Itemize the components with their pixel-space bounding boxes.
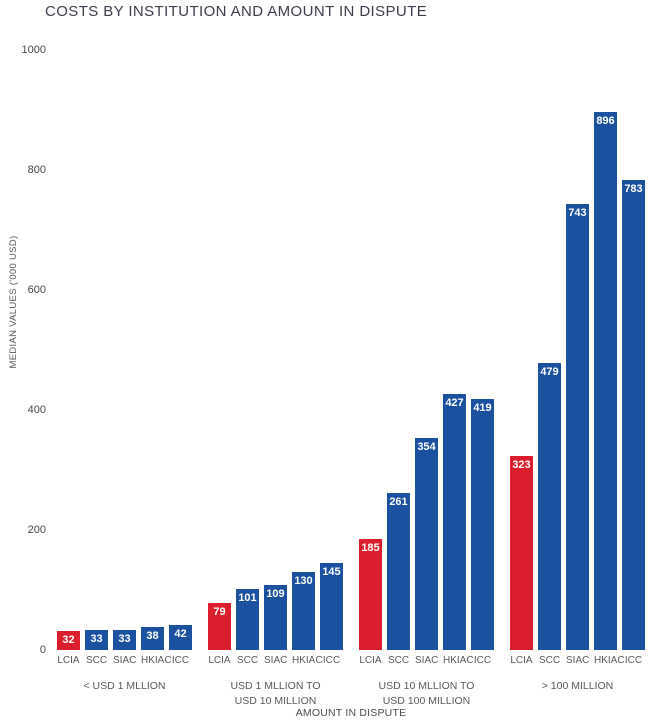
bar-value-label: 743: [568, 207, 587, 220]
bar-siac-group3: 354: [415, 437, 438, 650]
bars-row: 185 261 354 427 419: [359, 50, 494, 650]
bar-scc-group4: 479: [538, 362, 561, 650]
institution-labels-row: LCIA SCC SIAC HKIAC ICC: [359, 655, 494, 666]
bar-hkiac-group3: 427: [443, 393, 466, 650]
institution-label-hkiac: HKIAC: [292, 655, 323, 666]
bar-group-2: 79 101 109 130 145 LCIA SCC SIAC HKIAC ICC USD 1 M…: [208, 50, 343, 708]
bar-hkiac-group4: 896: [594, 112, 617, 650]
bar-value-label: 354: [417, 440, 436, 453]
bar-value-label: 261: [389, 496, 408, 509]
institution-label-hkiac: HKIAC: [443, 655, 474, 666]
bar-siac-group4: 743: [566, 204, 589, 650]
bars-row: 32 33 33 38 42: [57, 50, 192, 650]
bar-value-label: 101: [238, 592, 257, 605]
bar-value-label: 33: [90, 633, 103, 646]
bar-value-label: 109: [266, 587, 285, 600]
bar-value-label: 32: [62, 633, 75, 646]
x-axis-title: AMOUNT IN DISPUTE: [295, 707, 407, 719]
bar-value-label: 783: [624, 183, 643, 196]
y-tick-0: 0: [39, 644, 46, 656]
group-label-line: USD 10 MILLION: [234, 694, 317, 707]
institution-label-lcia: LCIA: [208, 655, 231, 666]
institution-label-scc: SCC: [387, 655, 410, 666]
bar-value-label: 38: [146, 630, 159, 643]
bar-lcia-group2: 79: [208, 602, 231, 650]
bar-value-label: 130: [294, 575, 313, 587]
bar-icc-group2: 145: [320, 563, 343, 650]
institution-label-siac: SIAC: [566, 655, 590, 666]
group-label-line: USD 100 MILLION: [382, 694, 471, 707]
chart-title: COSTS BY INSTITUTION AND AMOUNT IN DISPU…: [45, 3, 428, 20]
group-label-1: < USD 1 MLLION: [84, 679, 166, 694]
institution-labels-row: LCIA SCC SIAC HKIAC ICC: [57, 655, 192, 666]
institution-label-siac: SIAC: [415, 655, 439, 666]
bar-icc-group1: 42: [169, 624, 192, 650]
bar-group-4: 323 479 743 896 783 LCIA SCC SIAC HKIAC ICC > 100 …: [510, 50, 645, 708]
group-label-2: USD 1 MLLION TO USD 10 MILLION: [230, 679, 320, 708]
institution-labels-row: LCIA SCC SIAC HKIAC ICC: [510, 655, 645, 666]
y-tick-800: 800: [27, 164, 46, 176]
bar-lcia-group4: 323: [510, 456, 533, 650]
bar-icc-group4: 783: [622, 180, 645, 650]
institution-labels-row: LCIA SCC SIAC HKIAC ICC: [208, 655, 343, 666]
institution-label-icc: ICC: [624, 655, 643, 666]
bar-icc-group3: 419: [471, 398, 494, 650]
bar-value-label: 896: [596, 115, 615, 128]
bar-lcia-group1: 32: [57, 630, 80, 650]
bar-value-label: 79: [213, 605, 226, 618]
institution-label-siac: SIAC: [264, 655, 288, 666]
institution-label-icc: ICC: [322, 655, 341, 666]
group-label-line: USD 10 MLLION TO: [378, 680, 475, 692]
institution-label-hkiac: HKIAC: [594, 655, 625, 666]
institution-label-icc: ICC: [473, 655, 492, 666]
institution-label-icc: ICC: [171, 655, 190, 666]
bar-group-1: 32 33 33 38 42 LCIA SCC SIAC HKIAC ICC < USD 1 MLL…: [57, 50, 192, 708]
bar-group-3: 185 261 354 427 419 LCIA SCC SIAC HKIAC ICC USD 10…: [359, 50, 494, 708]
bar-value-label: 427: [445, 396, 464, 409]
bar-value-label: 185: [361, 542, 380, 554]
bars-row: 79 101 109 130 145: [208, 50, 343, 650]
bar-lcia-group3: 185: [359, 539, 382, 650]
group-label-line: > 100 MILLION: [541, 680, 614, 692]
bar-value-label: 419: [473, 401, 492, 414]
bar-scc-group1: 33: [85, 630, 108, 650]
y-tick-200: 200: [27, 524, 46, 536]
institution-label-scc: SCC: [85, 655, 108, 666]
y-tick-1000: 1000: [21, 44, 46, 56]
group-label-4: > 100 MILLION: [542, 679, 614, 694]
institution-label-lcia: LCIA: [359, 655, 382, 666]
institution-label-lcia: LCIA: [510, 655, 533, 666]
y-tick-400: 400: [27, 404, 46, 416]
bar-value-label: 323: [512, 459, 531, 472]
bar-siac-group2: 109: [264, 584, 287, 650]
institution-label-hkiac: HKIAC: [141, 655, 172, 666]
bar-value-label: 145: [322, 566, 341, 578]
bar-value-label: 42: [174, 627, 187, 640]
bar-hkiac-group2: 130: [292, 572, 315, 650]
institution-label-scc: SCC: [538, 655, 561, 666]
group-label-line: USD 1 MLLION TO: [230, 680, 321, 692]
bar-scc-group3: 261: [387, 493, 410, 650]
bar-hkiac-group1: 38: [141, 627, 164, 650]
plot-area: 32 33 33 38 42 LCIA SCC SIAC HKIAC ICC < USD 1 MLL…: [57, 50, 645, 708]
bar-value-label: 479: [540, 365, 559, 378]
institution-label-lcia: LCIA: [57, 655, 80, 666]
group-label-3: USD 10 MLLION TO USD 100 MILLION: [379, 679, 475, 708]
y-axis-ticks: 0 200 400 600 800 1000: [0, 44, 46, 656]
bar-scc-group2: 101: [236, 589, 259, 650]
bars-row: 323 479 743 896 783: [510, 50, 645, 650]
bar-value-label: 33: [118, 633, 131, 646]
bar-siac-group1: 33: [113, 630, 136, 650]
institution-label-siac: SIAC: [113, 655, 137, 666]
y-tick-600: 600: [27, 284, 46, 296]
group-label-line: < USD 1 MLLION: [83, 680, 166, 692]
institution-label-scc: SCC: [236, 655, 259, 666]
